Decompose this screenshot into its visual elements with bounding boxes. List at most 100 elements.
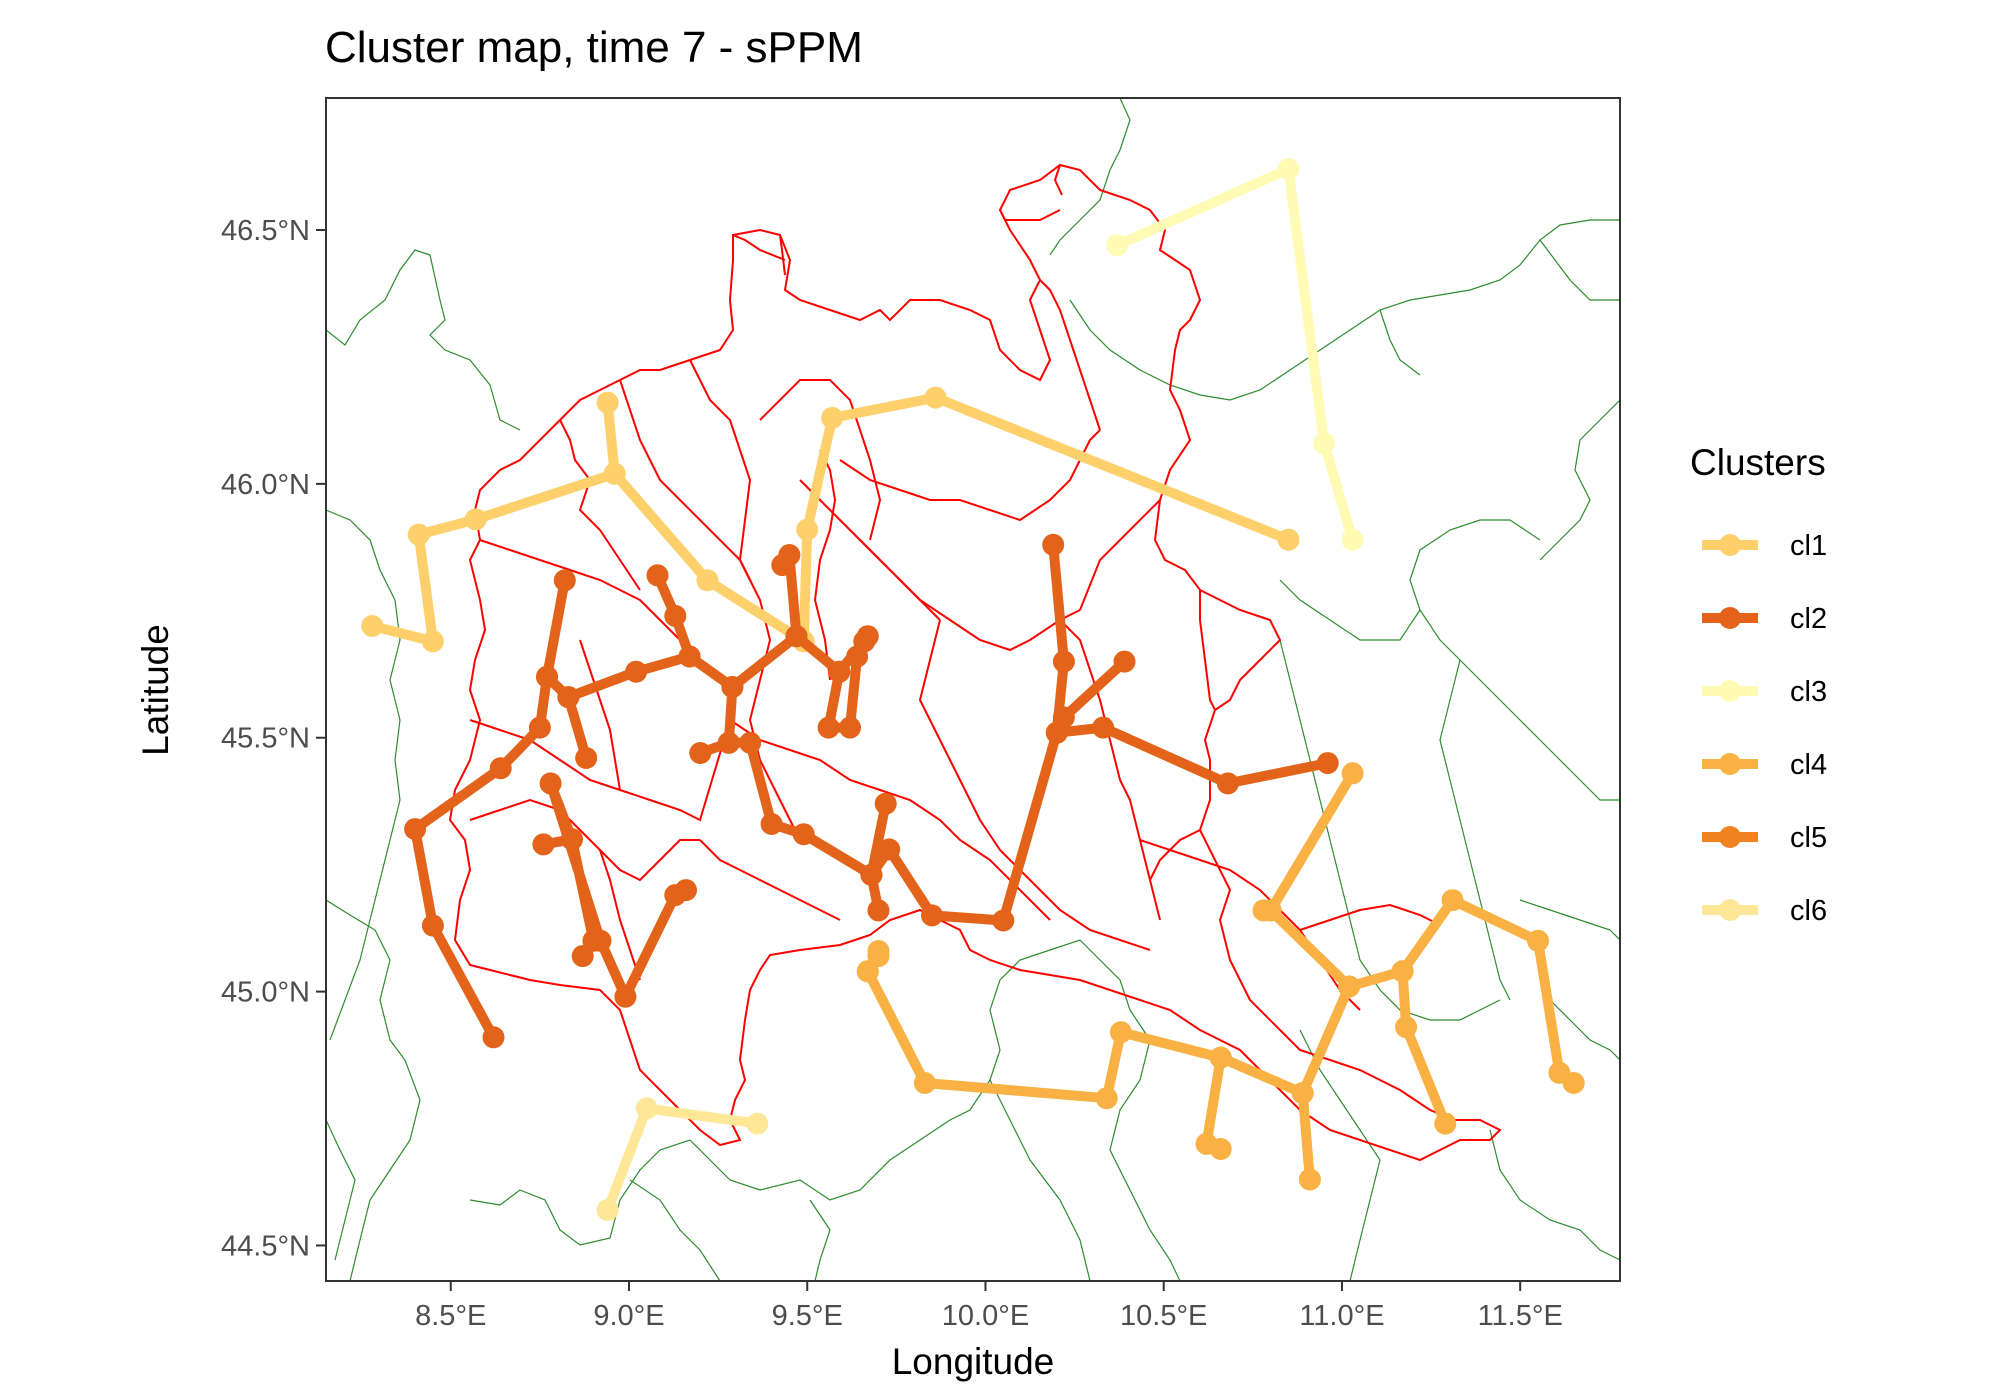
cluster-cl3	[1106, 158, 1364, 551]
cluster-cl2-point-7-4	[856, 625, 879, 648]
boundary-red-26	[1299, 903, 1441, 931]
cluster-cl2-point-4-2	[689, 742, 712, 764]
cluster-cl1-point-0-1	[421, 630, 444, 653]
boundary-red-13	[599, 849, 641, 981]
cluster-cl2-point-4-0	[721, 676, 744, 698]
cluster-cl2-point-5-1	[739, 731, 762, 754]
x-tick-label: 10.0°E	[942, 1300, 1029, 1332]
legend: cl1 cl2 cl3 cl4 cl5 cl6	[1702, 530, 1827, 927]
boundary-red-9	[759, 379, 882, 541]
legend-label: cl4	[1790, 749, 1827, 781]
boundary-red-1	[732, 234, 786, 261]
cluster-cl2-point-6-0	[785, 625, 808, 648]
cluster-cl1-point-0-9	[924, 386, 947, 409]
cluster-cl2-point-9-0	[1052, 706, 1075, 729]
cluster-cl1-point-0-10	[1277, 528, 1300, 551]
cluster-cl2-point-10-1	[860, 863, 883, 886]
x-axis-title: Longitude	[892, 1341, 1055, 1382]
y-axis: 44.5°N 45.0°N 45.5°N 46.0°N 46.5°N	[221, 215, 326, 1262]
cluster-cl4-point-0-4	[1441, 889, 1464, 912]
cluster-cl4-point-0-5	[1527, 929, 1549, 952]
cluster-cl4-point-3-0	[1291, 1082, 1314, 1105]
cluster-cl2-point-11-0	[532, 833, 555, 856]
cluster-paths	[361, 158, 1585, 1221]
cluster-cl2-point-11-3	[571, 945, 594, 968]
cluster-cl3-path-0	[1112, 164, 1358, 545]
boundary-red-3	[999, 209, 1061, 221]
cluster-cl4-point-0-7	[1562, 1072, 1585, 1094]
legend-item-cl5: cl5	[1702, 822, 1827, 854]
cluster-cl2-point-0-1	[421, 914, 444, 937]
cluster-cl4-point-4-3	[913, 1072, 936, 1094]
cluster-cl2-point-8-1	[1052, 650, 1075, 673]
boundary-red-7	[619, 379, 741, 561]
cluster-cl2-point-7-3	[846, 645, 869, 668]
cluster-cl2	[404, 533, 1339, 1049]
cluster-cl4-point-4-0	[1209, 1046, 1232, 1069]
boundary-green-5	[469, 939, 1131, 1246]
legend-item-cl3: cl3	[1702, 676, 1827, 708]
boundary-green-4	[326, 1119, 356, 1261]
cluster-cl4	[856, 762, 1585, 1191]
x-tick-label: 11.0°E	[1299, 1300, 1384, 1332]
y-tick-label: 46.0°N	[221, 469, 310, 501]
cluster-cl2-point-0-2	[404, 818, 427, 841]
boundary-red-19	[1059, 619, 1161, 921]
x-tick-label: 10.5°E	[1120, 1300, 1207, 1332]
y-tick-label: 45.0°N	[221, 977, 310, 1009]
cluster-cl4-point-0-0	[1341, 762, 1364, 785]
boundary-red-24	[1199, 590, 1216, 711]
cluster-cl1-point-0-5	[696, 569, 719, 592]
x-tick-label: 8.5°E	[415, 1300, 486, 1332]
boundary-green-14	[1379, 309, 1421, 376]
cluster-cl3-point-0-1	[1277, 158, 1300, 181]
cluster-cl1-point-0-2	[407, 523, 430, 546]
cluster-cl1-path-1	[602, 397, 620, 479]
cluster-cl2-point-3-0	[678, 645, 701, 668]
cluster-cl2-point-1-2	[575, 747, 598, 769]
legend-key-point	[1719, 607, 1741, 629]
cluster-cl3-point-0-0	[1106, 234, 1129, 257]
cluster-cl4-point-1-1	[1252, 899, 1275, 922]
boundary-red-8	[479, 539, 701, 661]
cluster-cl4-point-4-2	[1095, 1087, 1118, 1110]
boundary-red-5	[689, 359, 752, 581]
cluster-cl1-point-1-0	[596, 391, 619, 414]
x-tick-label: 9.5°E	[772, 1300, 843, 1332]
boundary-green-16	[1539, 399, 1620, 561]
boundary-red-29	[739, 559, 801, 841]
cluster-cl2-point-6-2	[771, 554, 794, 577]
boundary-red-6	[559, 419, 641, 591]
cluster-cl4-point-5-2	[1434, 1112, 1457, 1135]
cluster-cl2-point-0-3	[489, 757, 512, 780]
y-tick-label: 46.5°N	[221, 215, 310, 247]
cluster-cl6-point-0-1	[635, 1097, 658, 1120]
cluster-cl2-point-0-6	[553, 569, 576, 592]
legend-key-point	[1719, 534, 1741, 556]
cluster-cl2-point-5-11	[1316, 752, 1339, 775]
boundary-green-15	[1539, 239, 1620, 301]
boundary-red-11	[813, 449, 837, 681]
boundary-green-20	[1519, 899, 1620, 941]
boundary-green-9	[1109, 1009, 1181, 1281]
cluster-cl6-point-0-0	[596, 1198, 619, 1221]
boundary-green-10	[1299, 1029, 1381, 1281]
cluster-cl1	[361, 386, 1300, 653]
legend-key-point	[1719, 899, 1741, 921]
cluster-cl6	[596, 1097, 769, 1221]
boundary-red-14	[699, 839, 841, 921]
boundary-red-17	[859, 539, 1081, 652]
cluster-cl2-path-5	[723, 722, 1333, 926]
boundary-green-17	[1279, 519, 1541, 641]
legend-item-cl2: cl2	[1702, 603, 1827, 635]
legend-key-point	[1719, 753, 1741, 775]
legend-key-point	[1719, 826, 1741, 848]
plot-panel-border	[325, 97, 1621, 1282]
cluster-cl4-point-5-1	[1395, 1016, 1418, 1039]
legend-title: Clusters	[1690, 442, 1826, 483]
boundary-red-27	[469, 719, 731, 822]
cluster-cl4-point-6-0	[856, 960, 879, 983]
x-axis: 8.5°E 9.0°E 9.5°E 10.0°E 10.5°E 11.0°E 11.5°E	[415, 1281, 1563, 1332]
